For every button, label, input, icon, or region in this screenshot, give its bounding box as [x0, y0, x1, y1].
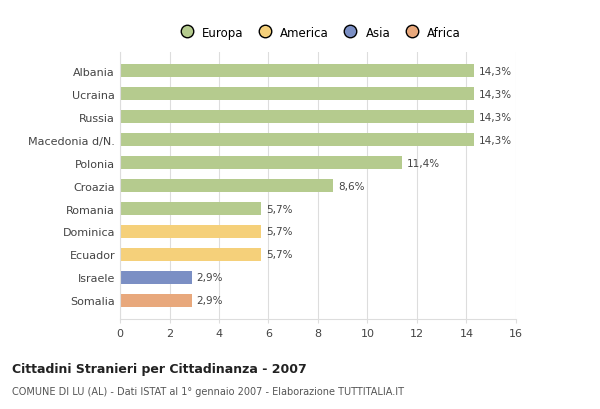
- Bar: [120, 294, 192, 307]
- Text: 14,3%: 14,3%: [479, 135, 512, 145]
- Text: 2,9%: 2,9%: [197, 296, 223, 306]
- Bar: [120, 157, 402, 169]
- Bar: [120, 88, 474, 101]
- Bar: [120, 272, 192, 284]
- Text: Cittadini Stranieri per Cittadinanza - 2007: Cittadini Stranieri per Cittadinanza - 2…: [12, 362, 307, 375]
- Text: 5,7%: 5,7%: [266, 227, 293, 237]
- Bar: [120, 134, 474, 146]
- Bar: [120, 249, 261, 261]
- Text: 14,3%: 14,3%: [479, 90, 512, 99]
- Text: 5,7%: 5,7%: [266, 250, 293, 260]
- Legend: Europa, America, Asia, Africa: Europa, America, Asia, Africa: [170, 22, 466, 44]
- Text: 5,7%: 5,7%: [266, 204, 293, 214]
- Text: 2,9%: 2,9%: [197, 273, 223, 283]
- Text: COMUNE DI LU (AL) - Dati ISTAT al 1° gennaio 2007 - Elaborazione TUTTITALIA.IT: COMUNE DI LU (AL) - Dati ISTAT al 1° gen…: [12, 387, 404, 396]
- Text: 8,6%: 8,6%: [338, 181, 364, 191]
- Bar: [120, 111, 474, 124]
- Bar: [120, 65, 474, 78]
- Bar: [120, 180, 333, 192]
- Bar: [120, 226, 261, 238]
- Text: 14,3%: 14,3%: [479, 112, 512, 122]
- Text: 14,3%: 14,3%: [479, 67, 512, 76]
- Text: 11,4%: 11,4%: [407, 158, 440, 168]
- Bar: [120, 203, 261, 215]
